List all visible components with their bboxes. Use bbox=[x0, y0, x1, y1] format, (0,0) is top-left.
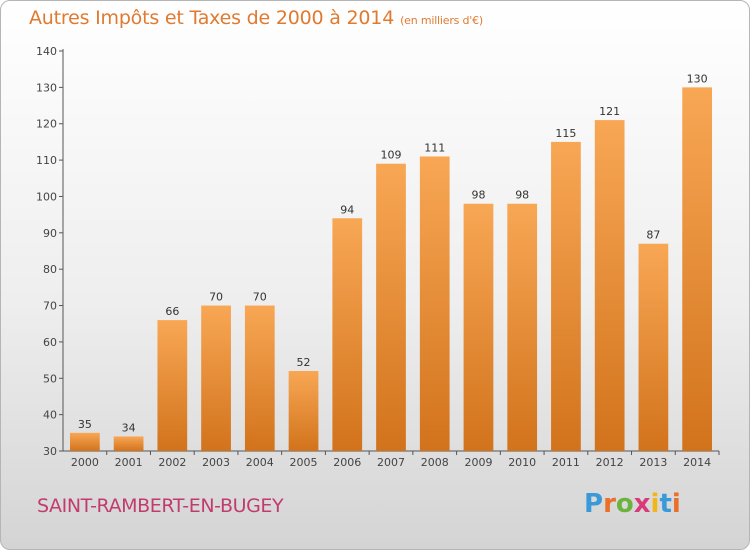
y-tick-label: 140 bbox=[36, 45, 57, 58]
y-tick-label: 50 bbox=[43, 372, 57, 385]
x-tick-label: 2000 bbox=[71, 456, 99, 469]
bar-2011 bbox=[551, 141, 581, 451]
bar-2002 bbox=[157, 320, 188, 451]
value-label: 70 bbox=[253, 291, 267, 304]
bar-2004 bbox=[244, 305, 275, 451]
bar-2003 bbox=[201, 305, 231, 451]
bar-2010 bbox=[507, 203, 538, 451]
value-label: 130 bbox=[687, 72, 708, 85]
y-tick-label: 30 bbox=[43, 445, 57, 458]
bar-2014 bbox=[682, 87, 713, 451]
logo-letter: r bbox=[603, 489, 616, 519]
y-tick-label: 110 bbox=[36, 154, 57, 167]
x-tick-label: 2012 bbox=[596, 456, 624, 469]
y-tick-label: 70 bbox=[43, 300, 57, 313]
x-tick-label: 2005 bbox=[290, 456, 318, 469]
value-label: 121 bbox=[599, 105, 620, 118]
logo-letter: o bbox=[615, 489, 634, 519]
value-label: 35 bbox=[78, 418, 92, 431]
x-tick-label: 2004 bbox=[246, 456, 274, 469]
value-label: 70 bbox=[209, 291, 223, 304]
bar-2008 bbox=[419, 156, 450, 452]
bar-2005 bbox=[288, 371, 319, 451]
bar-2001 bbox=[113, 436, 144, 451]
value-label: 94 bbox=[340, 203, 354, 216]
x-tick-label: 2006 bbox=[333, 456, 361, 469]
bar-2007 bbox=[376, 163, 406, 451]
proxiti-logo: Proxiti bbox=[584, 489, 681, 519]
chart-title: Autres Impôts et Taxes de 2000 à 2014 (en… bbox=[29, 7, 483, 29]
title-text: Autres Impôts et Taxes de 2000 à 2014 bbox=[29, 7, 395, 29]
y-tick-label: 120 bbox=[36, 118, 57, 131]
value-label: 98 bbox=[471, 189, 485, 202]
value-label: 66 bbox=[165, 305, 179, 318]
bar-2000 bbox=[69, 432, 100, 451]
y-tick-label: 100 bbox=[36, 190, 57, 203]
y-tick-label: 90 bbox=[43, 227, 57, 240]
x-tick-label: 2001 bbox=[115, 456, 143, 469]
y-tick-label: 60 bbox=[43, 336, 57, 349]
title-unit: (en milliers d'€) bbox=[400, 14, 483, 27]
x-tick-label: 2009 bbox=[464, 456, 492, 469]
bar-2012 bbox=[594, 120, 625, 451]
logo-letter: i bbox=[671, 489, 681, 519]
city-name: SAINT-RAMBERT-EN-BUGEY bbox=[37, 495, 284, 517]
y-tick-label: 80 bbox=[43, 263, 57, 276]
value-label: 87 bbox=[646, 229, 660, 242]
value-label: 34 bbox=[122, 421, 136, 434]
x-tick-label: 2008 bbox=[421, 456, 449, 469]
bar-2006 bbox=[332, 218, 363, 451]
bars bbox=[69, 87, 713, 452]
bar-2009 bbox=[463, 203, 494, 451]
value-label: 52 bbox=[297, 356, 311, 369]
x-tick-label: 2002 bbox=[158, 456, 186, 469]
logo-letter: i bbox=[650, 489, 660, 519]
x-tick-label: 2003 bbox=[202, 456, 230, 469]
x-tick-label: 2010 bbox=[508, 456, 536, 469]
logo-letter: t bbox=[659, 489, 672, 519]
bar-2013 bbox=[638, 243, 669, 451]
x-tick-label: 2007 bbox=[377, 456, 405, 469]
value-label: 111 bbox=[424, 141, 445, 154]
y-tick-label: 40 bbox=[43, 409, 57, 422]
x-tick-label: 2013 bbox=[639, 456, 667, 469]
x-tick-label: 2014 bbox=[683, 456, 711, 469]
y-tick-label: 130 bbox=[36, 81, 57, 94]
value-label: 98 bbox=[515, 189, 529, 202]
logo-letter: P bbox=[584, 489, 604, 519]
value-label: 109 bbox=[381, 149, 402, 162]
value-label: 115 bbox=[555, 127, 576, 140]
value-labels: 35 34 66 70 70 52 94 109 111 98 98 115 121 87 130 bbox=[78, 72, 708, 434]
x-tick-label: 2011 bbox=[552, 456, 580, 469]
logo-letter: x bbox=[633, 489, 651, 519]
